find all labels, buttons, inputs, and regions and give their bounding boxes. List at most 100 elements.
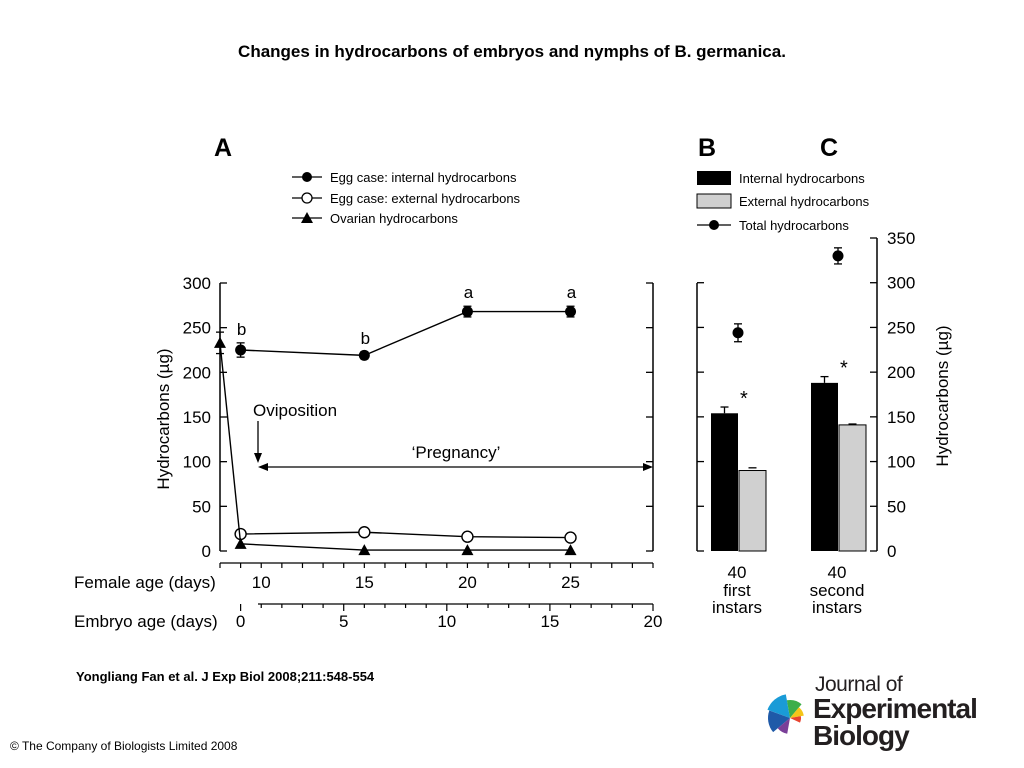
significance-star: * xyxy=(840,358,848,380)
category-line2: instars xyxy=(712,598,762,617)
panel-a-plot: b b a a xyxy=(214,283,577,556)
logo-line3: Biology xyxy=(813,720,910,751)
y-tick-label: 300 xyxy=(887,274,915,293)
y-tick-label: 50 xyxy=(887,497,906,516)
logo-wedge xyxy=(767,710,790,733)
category-second-instars: 40 second instars xyxy=(810,563,865,617)
total-point xyxy=(832,250,844,262)
logo-line1: Journal of xyxy=(815,673,903,696)
logo-wedge xyxy=(786,700,802,718)
data-point xyxy=(461,306,473,318)
legend-marker-internal xyxy=(302,172,312,182)
category-line2: instars xyxy=(812,598,862,617)
category-line1: first xyxy=(723,581,751,600)
panel-a-ylabel: Hydrocarbons (µg) xyxy=(154,348,173,489)
embryo-age-axis: 0 5 10 15 20 xyxy=(236,603,663,631)
series-line xyxy=(240,531,571,539)
y-tick-label: 100 xyxy=(183,453,211,472)
data-point xyxy=(234,537,247,549)
y-tick-label: 100 xyxy=(887,453,915,472)
legend-a: Egg case: internal hydrocarbons Egg case… xyxy=(292,170,521,226)
legend-swatch-internal xyxy=(697,171,731,185)
pregnancy-arrowhead-right xyxy=(643,463,653,471)
logo-line2: Experimental xyxy=(813,693,977,724)
oviposition-arrowhead xyxy=(254,453,262,463)
legend-marker-total xyxy=(709,220,719,230)
data-point xyxy=(358,526,371,539)
female-tick-label: 10 xyxy=(252,573,271,592)
embryo-tick-label: 10 xyxy=(437,612,456,631)
legend-label-internal: Egg case: internal hydrocarbons xyxy=(330,170,517,185)
embryo-age-label: Embryo age (days) xyxy=(74,612,218,631)
data-point xyxy=(461,544,474,556)
bar-group: * xyxy=(811,247,867,552)
y-tick-label: 200 xyxy=(183,363,211,382)
y-tick-label: 250 xyxy=(183,319,211,338)
bar-external xyxy=(838,424,867,552)
logo-wedge xyxy=(790,707,804,718)
data-point xyxy=(565,306,577,318)
significance-letter: b xyxy=(361,329,370,348)
y-tick-label: 0 xyxy=(887,542,896,561)
data-point xyxy=(564,531,577,544)
significance-letter: a xyxy=(464,283,474,302)
logo-wedge xyxy=(767,694,790,718)
embryo-tick-label: 15 xyxy=(540,612,559,631)
series-open-circle xyxy=(234,526,577,544)
series-filled-circle: b b a a xyxy=(235,283,577,361)
embryo-tick-label: 5 xyxy=(339,612,348,631)
legend-label-bc-total: Total hydrocarbons xyxy=(739,218,849,233)
legend-marker-external xyxy=(301,192,313,204)
y-tick-label: 350 xyxy=(887,229,915,248)
pregnancy-arrowhead-left xyxy=(258,463,268,471)
significance-star: * xyxy=(740,388,748,410)
series-filled-triangle xyxy=(214,331,577,556)
series-line xyxy=(219,342,571,551)
bar-group: * xyxy=(711,323,767,552)
oviposition-label: Oviposition xyxy=(253,401,337,420)
bar-external xyxy=(738,470,767,552)
female-age-label: Female age (days) xyxy=(74,573,216,592)
legend-label-external: Egg case: external hydrocarbons xyxy=(330,191,521,206)
y-tick-label: 0 xyxy=(202,542,211,561)
panel-bc-ylabel: Hydrocarbons (µg) xyxy=(933,325,952,466)
y-tick-label: 150 xyxy=(183,408,211,427)
bar-internal xyxy=(811,382,838,551)
y-tick-label: 150 xyxy=(887,408,915,427)
journal-logo: Journal of Experimental Biology xyxy=(767,673,978,751)
logo-wedge xyxy=(777,718,790,734)
female-tick-label: 25 xyxy=(561,573,580,592)
female-age-axis: 10 15 20 25 xyxy=(219,562,654,592)
legend-label-ovarian: Ovarian hydrocarbons xyxy=(330,211,458,226)
category-count: 40 xyxy=(828,563,847,582)
legend-label-bc-external: External hydrocarbons xyxy=(739,194,870,209)
citation: Yongliang Fan et al. J Exp Biol 2008;211… xyxy=(76,669,375,684)
legend-marker-ovarian xyxy=(301,212,313,223)
panel-letter-a: A xyxy=(214,134,232,162)
legend-label-bc-internal: Internal hydrocarbons xyxy=(739,171,865,186)
category-count: 40 xyxy=(728,563,747,582)
panel-letter-b: B xyxy=(698,134,716,162)
panel-bc-plot: ** xyxy=(711,247,867,552)
series-line xyxy=(240,310,571,357)
legend-swatch-external xyxy=(696,193,732,209)
panel-a-frame: 0 50 100 150 200 250 300 xyxy=(183,274,654,561)
logo-mark-icon xyxy=(767,694,804,734)
panel-bc-frame: 0 50 100 150 200 250 300 350 xyxy=(696,229,915,561)
significance-letter: a xyxy=(567,283,577,302)
panel-letter-c: C xyxy=(820,134,838,162)
category-line1: second xyxy=(810,581,865,600)
category-first-instars: 40 first instars xyxy=(712,563,762,617)
logo-wedge xyxy=(790,716,801,723)
legend-bc: Internal hydrocarbons External hydrocarb… xyxy=(696,171,870,233)
female-tick-label: 20 xyxy=(458,573,477,592)
embryo-tick-label: 20 xyxy=(644,612,663,631)
copyright: © The Company of Biologists Limited 2008 xyxy=(10,739,238,753)
y-tick-label: 50 xyxy=(192,497,211,516)
total-point xyxy=(732,327,744,339)
pregnancy-label: ‘Pregnancy’ xyxy=(412,443,501,462)
y-tick-label: 300 xyxy=(183,274,211,293)
page-title: Changes in hydrocarbons of embryos and n… xyxy=(238,42,786,61)
embryo-tick-label: 0 xyxy=(236,612,245,631)
